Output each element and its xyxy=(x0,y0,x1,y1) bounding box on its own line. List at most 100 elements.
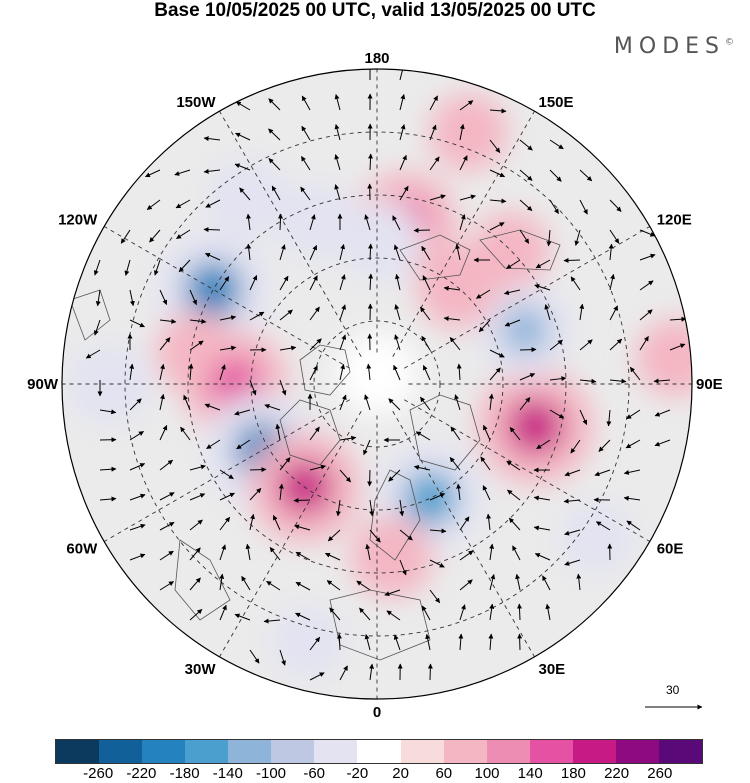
wind-vector xyxy=(639,253,656,261)
wind-vector xyxy=(129,431,144,441)
colorbar-segment xyxy=(56,740,100,763)
wind-vector xyxy=(309,426,320,441)
wind-vector xyxy=(429,156,440,171)
wind-vector xyxy=(275,423,281,441)
wind-vector xyxy=(579,409,588,426)
wind-vector xyxy=(413,227,431,233)
wind-vector xyxy=(623,495,641,501)
wind-vector xyxy=(394,273,401,291)
wind-vector xyxy=(443,316,461,322)
wind-vector xyxy=(429,124,437,141)
wind-vector xyxy=(509,427,521,441)
wind-vector xyxy=(266,580,281,591)
wind-vector xyxy=(309,275,318,291)
wind-vector xyxy=(189,547,201,561)
brand-text: MODES xyxy=(613,34,725,59)
wind-vector xyxy=(579,199,588,215)
wind-vector xyxy=(508,517,521,531)
wind-vector xyxy=(489,139,501,153)
wind-vector xyxy=(174,169,191,176)
wind-vector xyxy=(85,349,101,359)
wind-vector xyxy=(159,393,165,411)
wind-vector xyxy=(608,243,614,261)
wind-vector xyxy=(364,634,371,651)
wind-vector xyxy=(129,463,146,471)
wind-vector xyxy=(564,559,581,566)
wind-vector xyxy=(654,439,671,447)
colorbar-segment xyxy=(572,740,616,763)
wind-vector xyxy=(429,493,446,501)
colorbar-segment xyxy=(529,740,573,763)
wind-vector xyxy=(205,199,221,208)
wind-vector xyxy=(309,306,320,321)
wind-vector xyxy=(234,163,251,171)
wind-vector xyxy=(129,553,146,561)
wind-vector xyxy=(420,396,431,411)
wind-vector xyxy=(579,378,597,384)
wind-vector xyxy=(272,514,281,531)
wind-vector xyxy=(183,394,191,411)
wind-vector xyxy=(393,244,401,261)
wind-vector xyxy=(478,319,491,333)
wind-vector xyxy=(309,214,316,231)
wind-vector xyxy=(159,318,177,324)
wind-vector xyxy=(235,132,251,141)
wind-vector xyxy=(249,467,267,473)
wind-vector xyxy=(189,340,204,351)
wind-vector xyxy=(489,367,501,381)
colorbar-ticks: -260 -220 -180 -140 -100 -60 -20 20 60 100 140 180 2… xyxy=(55,765,703,783)
wind-vector xyxy=(392,215,401,231)
wind-vector xyxy=(219,276,230,291)
wind-vector xyxy=(309,338,322,351)
wind-vector xyxy=(309,464,326,471)
colorbar-segment xyxy=(400,740,444,763)
wind-vector xyxy=(366,363,372,381)
wind-vector xyxy=(429,589,441,604)
wind-vector xyxy=(178,259,191,273)
colorbar-tick-label: -20 xyxy=(346,765,369,782)
wind-vector xyxy=(421,245,431,261)
wind-vector xyxy=(324,552,341,561)
wind-vector xyxy=(399,499,405,517)
wind-vector xyxy=(579,303,585,321)
wind-vector xyxy=(549,199,559,214)
wind-vector xyxy=(334,124,341,141)
wind-vector xyxy=(394,334,401,351)
wind-vector xyxy=(159,492,175,501)
neutral-zone xyxy=(337,334,417,414)
wind-vector xyxy=(519,347,537,353)
wind-vector xyxy=(309,672,325,681)
wind-vector xyxy=(544,304,551,321)
wind-vector xyxy=(278,483,284,501)
wind-vector xyxy=(422,275,431,291)
wind-vector xyxy=(176,229,191,239)
wind-vector xyxy=(129,493,146,501)
latitude-circle xyxy=(187,194,567,574)
wind-vector xyxy=(268,128,281,141)
wind-vector xyxy=(271,185,281,201)
anomaly-field xyxy=(65,93,692,682)
wind-vector xyxy=(336,633,342,651)
wind-vector xyxy=(609,338,623,351)
wind-vector xyxy=(246,213,252,231)
wind-vector xyxy=(159,550,174,561)
colorbar-tick-label: 60 xyxy=(435,765,453,782)
wind-vector xyxy=(549,339,563,351)
wind-vector xyxy=(564,469,581,477)
wind-vector xyxy=(546,229,552,247)
wind-vector xyxy=(309,636,321,651)
wind-vector xyxy=(669,343,686,351)
colorbar-segment xyxy=(357,740,401,763)
colorbar-segment xyxy=(443,740,487,763)
wind-vector xyxy=(606,409,612,427)
wind-vectors xyxy=(85,69,687,681)
wind-vector xyxy=(482,485,491,501)
wind-vector xyxy=(519,139,533,151)
wind-vector xyxy=(294,524,311,531)
wind-vector xyxy=(236,439,251,450)
reference-vector: 30 xyxy=(645,683,703,710)
anomaly-halo xyxy=(268,603,347,682)
wind-vector xyxy=(339,469,351,483)
wind-vector xyxy=(456,363,462,381)
anomaly-core xyxy=(403,471,458,525)
